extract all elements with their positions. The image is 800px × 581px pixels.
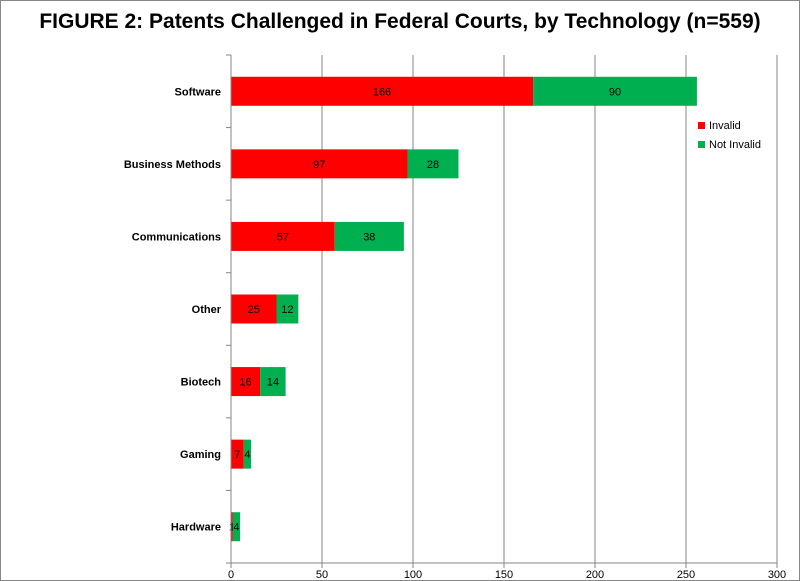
- category-label: Hardware: [171, 522, 221, 534]
- legend-swatch: [698, 141, 705, 148]
- data-label: 25: [248, 304, 260, 316]
- category-label: Biotech: [181, 377, 222, 389]
- data-label: 28: [427, 159, 439, 171]
- category-label: Communications: [132, 231, 221, 243]
- legend-label: Not Invalid: [709, 139, 761, 151]
- bar-invalid: [231, 367, 261, 397]
- bar-invalid: [231, 294, 277, 324]
- bar-invalid: [231, 439, 244, 469]
- bar-not-invalid: [334, 221, 404, 251]
- x-tick-label: 100: [404, 569, 422, 581]
- bar-not-invalid: [232, 512, 241, 542]
- bar-invalid: [231, 512, 233, 542]
- data-label: 166: [373, 86, 391, 98]
- bar-not-invalid: [260, 367, 286, 397]
- x-tick-label: 200: [586, 569, 604, 581]
- data-label: 4: [233, 522, 239, 534]
- data-label: 90: [609, 86, 621, 98]
- data-label: 12: [281, 304, 293, 316]
- chart-title: FIGURE 2: Patents Challenged in Federal …: [39, 10, 761, 33]
- x-tick-label: 150: [495, 569, 513, 581]
- category-label: Gaming: [180, 449, 221, 461]
- x-tick-label: 250: [677, 569, 695, 581]
- bar-invalid: [231, 221, 335, 251]
- bar-not-invalid: [533, 76, 697, 106]
- bar-invalid: [231, 149, 408, 179]
- data-label: 97: [313, 159, 325, 171]
- bar-not-invalid: [407, 149, 459, 179]
- bar-not-invalid: [243, 439, 252, 469]
- category-label: Business Methods: [124, 159, 221, 171]
- legend-swatch: [698, 122, 705, 129]
- data-label: 4: [244, 449, 250, 461]
- x-tick-label: 300: [768, 569, 786, 581]
- category-label: Other: [192, 304, 222, 316]
- x-tick-label: 0: [228, 569, 234, 581]
- bar-not-invalid: [276, 294, 299, 324]
- legend-label: Invalid: [709, 120, 741, 132]
- data-label: 7: [234, 449, 240, 461]
- data-label: 57: [277, 231, 289, 243]
- x-tick-label: 50: [316, 569, 328, 581]
- data-label: 38: [363, 231, 375, 243]
- category-label: Software: [175, 86, 221, 98]
- data-label: 16: [239, 377, 251, 389]
- data-label: 1: [229, 522, 235, 534]
- bar-invalid: [231, 76, 534, 106]
- data-label: 14: [267, 377, 279, 389]
